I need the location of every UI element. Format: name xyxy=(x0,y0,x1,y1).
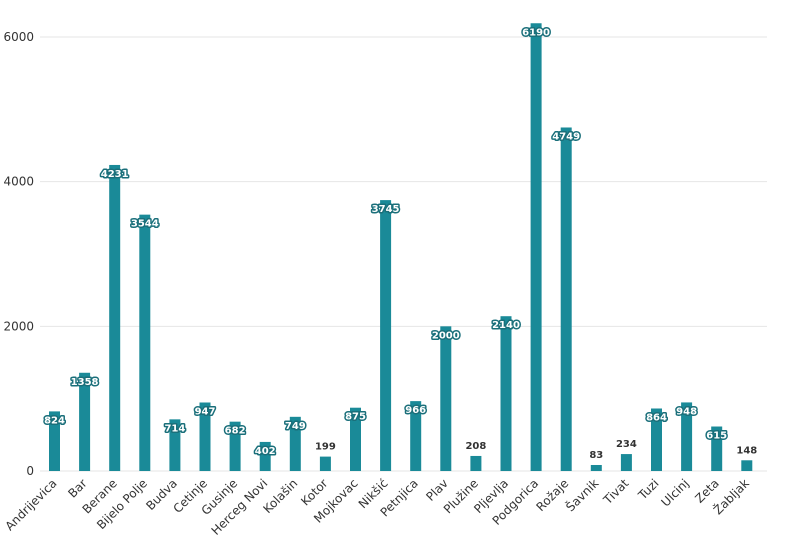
data-label: 402 xyxy=(255,446,276,457)
data-label: 148 xyxy=(736,445,757,456)
data-label: 824 xyxy=(44,415,65,426)
data-label: 864 xyxy=(646,413,667,424)
bar xyxy=(741,460,753,471)
bar xyxy=(470,455,482,471)
data-label: 714 xyxy=(164,423,185,434)
bar xyxy=(560,127,572,471)
bar xyxy=(139,214,151,471)
data-label: 4231 xyxy=(101,169,129,180)
data-label: 615 xyxy=(706,431,727,442)
data-label: 947 xyxy=(195,407,216,418)
x-tick-label: Tuzi xyxy=(635,476,662,503)
x-tick-label: Šavnik xyxy=(563,475,602,514)
data-label: 682 xyxy=(225,426,246,437)
x-tick-label: Tivat xyxy=(600,476,632,508)
data-labels: 824 1358 4231 3544 714 947 682 402 749 199 875 3745… xyxy=(43,26,758,461)
bar xyxy=(651,408,662,471)
x-tick-label: Kolašin xyxy=(260,476,300,516)
gridlines xyxy=(40,36,767,472)
data-label: 6190 xyxy=(522,27,550,38)
data-label: 948 xyxy=(676,406,697,417)
bar xyxy=(229,421,241,471)
bar xyxy=(169,419,181,471)
y-tick-label: 2000 xyxy=(3,319,34,333)
data-label: 83 xyxy=(589,450,603,461)
bar xyxy=(199,402,211,471)
bar xyxy=(49,411,60,471)
bar xyxy=(500,316,512,471)
data-label: 2140 xyxy=(492,320,520,331)
data-label: 749 xyxy=(285,421,306,432)
data-label: 1358 xyxy=(71,377,99,388)
bar xyxy=(289,416,301,471)
bar xyxy=(590,464,602,471)
bar xyxy=(440,326,452,471)
bar xyxy=(711,426,723,471)
x-tick-label: Bar xyxy=(65,476,89,500)
data-label: 4749 xyxy=(552,131,580,142)
y-axis-ticks: 0 2000 4000 6000 xyxy=(3,30,34,478)
bar xyxy=(620,454,632,471)
bars xyxy=(49,23,753,472)
bar xyxy=(380,200,392,471)
data-label: 208 xyxy=(465,441,486,452)
bar xyxy=(350,407,361,471)
x-tick-label: Andrijevica xyxy=(2,476,59,533)
data-label: 234 xyxy=(616,439,637,450)
bar xyxy=(109,164,121,471)
data-label: 2000 xyxy=(432,330,460,341)
bar xyxy=(530,23,542,472)
data-label: 199 xyxy=(315,442,336,453)
data-label: 875 xyxy=(345,412,366,423)
y-tick-label: 0 xyxy=(26,464,34,478)
data-label: 3745 xyxy=(372,204,400,215)
data-label: 3544 xyxy=(131,219,159,230)
bar xyxy=(319,456,331,471)
bar xyxy=(259,441,271,471)
x-tick-label: Ulcinj xyxy=(658,476,691,509)
data-label: 966 xyxy=(405,405,426,416)
y-tick-label: 4000 xyxy=(3,175,34,189)
bar xyxy=(681,402,693,471)
bar xyxy=(410,401,422,471)
y-tick-label: 6000 xyxy=(3,30,34,44)
bar xyxy=(79,372,91,471)
x-tick-label: Rožaje xyxy=(533,476,571,514)
